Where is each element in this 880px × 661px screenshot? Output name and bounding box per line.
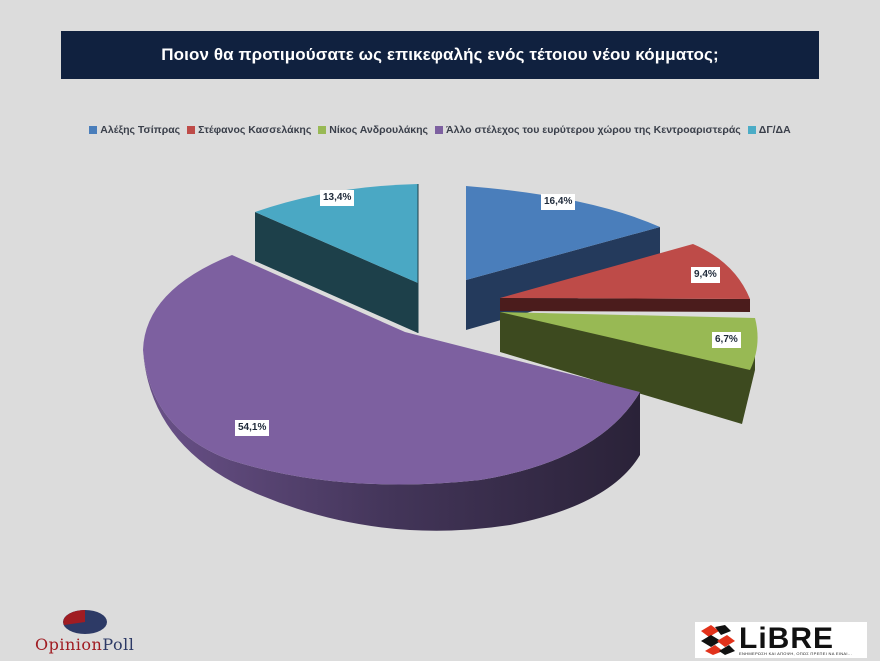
chart-title-bar: Ποιον θα προτιμούσατε ως επικεφαλής ενός… [61,31,819,79]
data-label-kasselakis: 9,4% [691,267,720,283]
slice-kasselakis [500,244,750,312]
legend-swatch [435,126,444,134]
legend-label: Αλέξης Τσίπρας [100,124,181,136]
libre-logo: LiBRE ΕΝΗΜΕΡΩΣΗ ΚΑΙ ΑΠΟΨΗ, ΟΠΩΣ ΠΡΕΠΕΙ Ν… [695,622,867,658]
legend-swatch [318,126,327,134]
legend-label: ΔΓ/ΔΑ [758,124,791,136]
legend-item-allo: Άλλο στέλεχος του ευρύτερου χώρου της Κε… [435,124,741,136]
libre-mark-icon [701,625,735,655]
opinionpoll-wordmark: OpinionPoll [35,635,135,654]
libre-tagline: ΕΝΗΜΕΡΩΣΗ ΚΑΙ ΑΠΟΨΗ, ΟΠΩΣ ΠΡΕΠΕΙ ΝΑ ΕΙΝΑ… [739,651,853,656]
chart-legend: Αλέξης Τσίπρας Στέφανος Κασσελάκης Νίκος… [0,124,880,136]
legend-label: Άλλο στέλεχος του ευρύτερου χώρου της Κε… [446,124,741,136]
legend-label: Νίκος Ανδρουλάκης [329,124,429,136]
legend-item-dgda: ΔΓ/ΔΑ [747,124,791,136]
legend-item-androulakis: Νίκος Ανδρουλάκης [318,124,428,136]
slice-dgda [255,184,419,333]
legend-label: Στέφανος Κασσελάκης [198,124,312,136]
data-label-androulakis: 6,7% [712,332,741,348]
opinionpoll-pie-icon [63,610,107,634]
legend-swatch [187,126,196,134]
legend-item-kasselakis: Στέφανος Κασσελάκης [187,124,311,136]
data-label-dgda: 13,4% [320,190,355,206]
libre-wordmark: LiBRE [739,622,834,655]
legend-item-tsipras: Αλέξης Τσίπρας [89,124,180,136]
data-label-tsipras: 16,4% [541,194,576,210]
data-label-allo: 54,1% [235,420,270,436]
legend-swatch [89,126,98,134]
opinionpoll-logo: OpinionPoll [35,608,155,658]
legend-swatch [747,126,756,134]
slice-androulakis [500,312,758,424]
chart-title: Ποιον θα προτιμούσατε ως επικεφαλής ενός… [161,45,719,64]
